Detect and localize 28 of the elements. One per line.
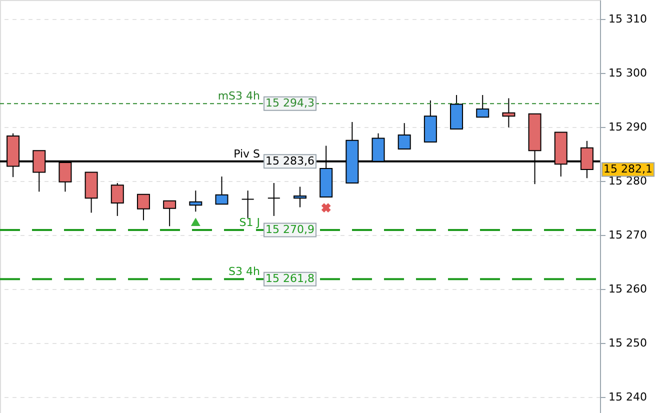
candlestick <box>136 194 150 221</box>
annotation: 15 270,9 <box>266 222 314 236</box>
ref-line-label: S3 4h <box>228 265 260 278</box>
annotation: 15 283,6 <box>266 154 314 168</box>
y-tick-label: 15 310 <box>608 12 647 26</box>
candlestick <box>294 186 306 208</box>
y-tick-label: 15 240 <box>608 390 647 404</box>
y-tick-label: 15 250 <box>608 336 647 350</box>
annotation: 15 261,8 <box>266 272 314 286</box>
candlestick <box>267 182 280 216</box>
y-tick-label: 15 260 <box>608 282 647 296</box>
y-tick-label: 15 280 <box>608 174 647 188</box>
candlestick <box>476 94 490 118</box>
annotation: 15 294,3 <box>266 96 314 110</box>
ref-line-label: Piv S <box>234 147 260 160</box>
candlestick <box>110 182 124 216</box>
ref-line-label: S1 J <box>239 216 260 229</box>
candlestick <box>189 190 202 212</box>
y-tick-label: 15 270 <box>608 228 647 242</box>
candlestick <box>502 98 516 128</box>
ref-line-label: mS3 4h <box>218 90 260 103</box>
text: 15 282,1 <box>604 162 652 176</box>
y-tick-label: 15 300 <box>608 66 647 80</box>
candlestick <box>163 200 176 227</box>
candlestick <box>215 176 228 205</box>
y-tick-label: 15 290 <box>608 120 647 134</box>
candlestick <box>398 122 411 150</box>
candlestick <box>241 190 254 219</box>
